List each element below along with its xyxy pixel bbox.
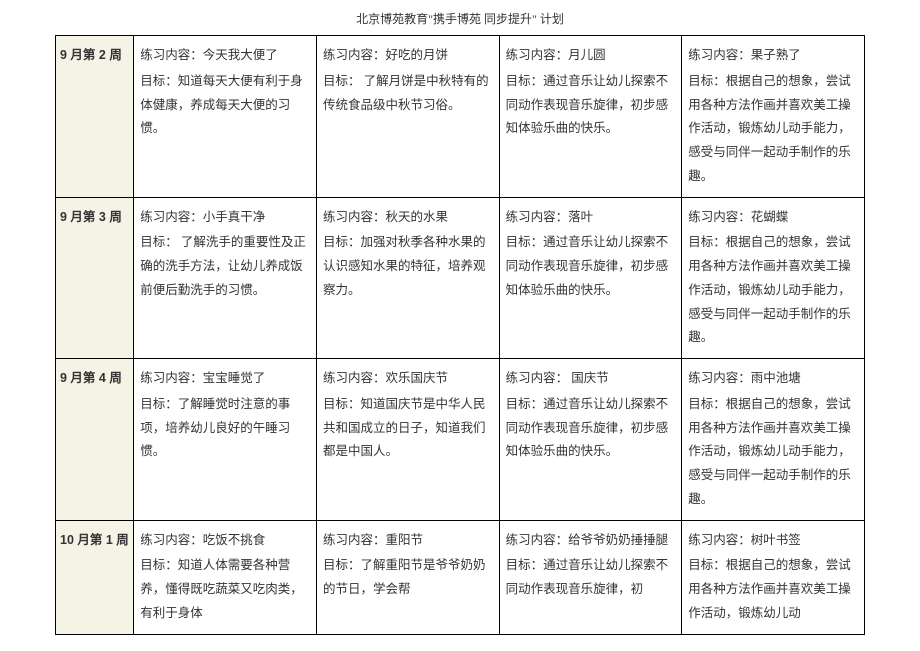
practice-goal: 目标：根据自己的想象，尝试用各种方法作画并喜欢美工操作活动，锻炼幼儿动手能力，感… — [688, 231, 858, 350]
page-header: 北京博苑教育"携手博苑 同步提升" 计划 — [55, 10, 865, 27]
practice-goal: 目标：通过音乐让幼儿探索不同动作表现音乐旋律，初步感知体验乐曲的快乐。 — [506, 70, 676, 141]
practice-title: 练习内容：重阳节 — [323, 529, 493, 553]
practice-goal: 目标：根据自己的想象，尝试用各种方法作画并喜欢美工操作活动，锻炼幼儿动 — [688, 554, 858, 625]
practice-goal: 目标： 了解月饼是中秋特有的传统食品级中秋节习俗。 — [323, 70, 493, 118]
practice-title: 练习内容：小手真干净 — [140, 206, 310, 230]
practice-goal: 目标：知道每天大便有利于身体健康，养成每天大便的习惯。 — [140, 70, 310, 141]
week-label-cell: 9 月第 4 周 — [56, 359, 134, 521]
content-cell: 练习内容：小手真干净目标： 了解洗手的重要性及正确的洗手方法，让幼儿养成饭前便后… — [134, 197, 317, 359]
practice-goal: 目标： 了解洗手的重要性及正确的洗手方法，让幼儿养成饭前便后勤洗手的习惯。 — [140, 231, 310, 302]
week-label-cell: 9 月第 3 周 — [56, 197, 134, 359]
content-cell: 练习内容：树叶书签目标：根据自己的想象，尝试用各种方法作画并喜欢美工操作活动，锻… — [682, 520, 865, 634]
practice-title: 练习内容：今天我大便了 — [140, 44, 310, 68]
table-row: 9 月第 2 周练习内容：今天我大便了目标：知道每天大便有利于身体健康，养成每天… — [56, 36, 865, 198]
practice-title: 练习内容： 国庆节 — [506, 367, 676, 391]
content-cell: 练习内容：欢乐国庆节目标：知道国庆节是中华人民共和国成立的日子，知道我们都是中国… — [316, 359, 499, 521]
practice-title: 练习内容：吃饭不挑食 — [140, 529, 310, 553]
table-row: 9 月第 3 周练习内容：小手真干净目标： 了解洗手的重要性及正确的洗手方法，让… — [56, 197, 865, 359]
content-cell: 练习内容：雨中池塘目标：根据自己的想象，尝试用各种方法作画并喜欢美工操作活动，锻… — [682, 359, 865, 521]
practice-goal: 目标：知道国庆节是中华人民共和国成立的日子，知道我们都是中国人。 — [323, 393, 493, 464]
practice-goal: 目标：根据自己的想象，尝试用各种方法作画并喜欢美工操作活动，锻炼幼儿动手能力，感… — [688, 393, 858, 512]
content-cell: 练习内容：花蝴蝶目标：根据自己的想象，尝试用各种方法作画并喜欢美工操作活动，锻炼… — [682, 197, 865, 359]
practice-goal: 目标：根据自己的想象，尝试用各种方法作画并喜欢美工操作活动，锻炼幼儿动手能力，感… — [688, 70, 858, 189]
practice-goal: 目标：了解睡觉时注意的事项，培养幼儿良好的午睡习惯。 — [140, 393, 310, 464]
practice-title: 练习内容：给爷爷奶奶捶捶腿 — [506, 529, 676, 553]
table-row: 9 月第 4 周练习内容：宝宝睡觉了目标：了解睡觉时注意的事项，培养幼儿良好的午… — [56, 359, 865, 521]
practice-goal: 目标：通过音乐让幼儿探索不同动作表现音乐旋律，初步感知体验乐曲的快乐。 — [506, 231, 676, 302]
practice-goal: 目标：加强对秋季各种水果的认识感知水果的特征，培养观察力。 — [323, 231, 493, 302]
content-cell: 练习内容：重阳节目标：了解重阳节是爷爷奶奶的节日，学会帮 — [316, 520, 499, 634]
curriculum-table: 9 月第 2 周练习内容：今天我大便了目标：知道每天大便有利于身体健康，养成每天… — [55, 35, 865, 635]
practice-title: 练习内容：果子熟了 — [688, 44, 858, 68]
practice-title: 练习内容：好吃的月饼 — [323, 44, 493, 68]
practice-title: 练习内容：月儿圆 — [506, 44, 676, 68]
practice-title: 练习内容：花蝴蝶 — [688, 206, 858, 230]
practice-title: 练习内容：欢乐国庆节 — [323, 367, 493, 391]
content-cell: 练习内容：好吃的月饼目标： 了解月饼是中秋特有的传统食品级中秋节习俗。 — [316, 36, 499, 198]
table-row: 10 月第 1 周练习内容：吃饭不挑食目标：知道人体需要各种营养，懂得既吃蔬菜又… — [56, 520, 865, 634]
content-cell: 练习内容：月儿圆目标：通过音乐让幼儿探索不同动作表现音乐旋律，初步感知体验乐曲的… — [499, 36, 682, 198]
content-cell: 练习内容：秋天的水果目标：加强对秋季各种水果的认识感知水果的特征，培养观察力。 — [316, 197, 499, 359]
practice-title: 练习内容：宝宝睡觉了 — [140, 367, 310, 391]
week-label-cell: 10 月第 1 周 — [56, 520, 134, 634]
practice-title: 练习内容：雨中池塘 — [688, 367, 858, 391]
content-cell: 练习内容：宝宝睡觉了目标：了解睡觉时注意的事项，培养幼儿良好的午睡习惯。 — [134, 359, 317, 521]
content-cell: 练习内容：给爷爷奶奶捶捶腿目标：通过音乐让幼儿探索不同动作表现音乐旋律，初 — [499, 520, 682, 634]
practice-title: 练习内容：落叶 — [506, 206, 676, 230]
practice-goal: 目标：了解重阳节是爷爷奶奶的节日，学会帮 — [323, 554, 493, 602]
content-cell: 练习内容：果子熟了目标：根据自己的想象，尝试用各种方法作画并喜欢美工操作活动，锻… — [682, 36, 865, 198]
content-cell: 练习内容：吃饭不挑食目标：知道人体需要各种营养，懂得既吃蔬菜又吃肉类，有利于身体 — [134, 520, 317, 634]
week-label-cell: 9 月第 2 周 — [56, 36, 134, 198]
content-cell: 练习内容： 国庆节目标：通过音乐让幼儿探索不同动作表现音乐旋律，初步感知体验乐曲… — [499, 359, 682, 521]
practice-goal: 目标：通过音乐让幼儿探索不同动作表现音乐旋律，初步感知体验乐曲的快乐。 — [506, 393, 676, 464]
practice-goal: 目标：知道人体需要各种营养，懂得既吃蔬菜又吃肉类，有利于身体 — [140, 554, 310, 625]
practice-title: 练习内容：树叶书签 — [688, 529, 858, 553]
content-cell: 练习内容：落叶目标：通过音乐让幼儿探索不同动作表现音乐旋律，初步感知体验乐曲的快… — [499, 197, 682, 359]
content-cell: 练习内容：今天我大便了目标：知道每天大便有利于身体健康，养成每天大便的习惯。 — [134, 36, 317, 198]
practice-goal: 目标：通过音乐让幼儿探索不同动作表现音乐旋律，初 — [506, 554, 676, 602]
practice-title: 练习内容：秋天的水果 — [323, 206, 493, 230]
